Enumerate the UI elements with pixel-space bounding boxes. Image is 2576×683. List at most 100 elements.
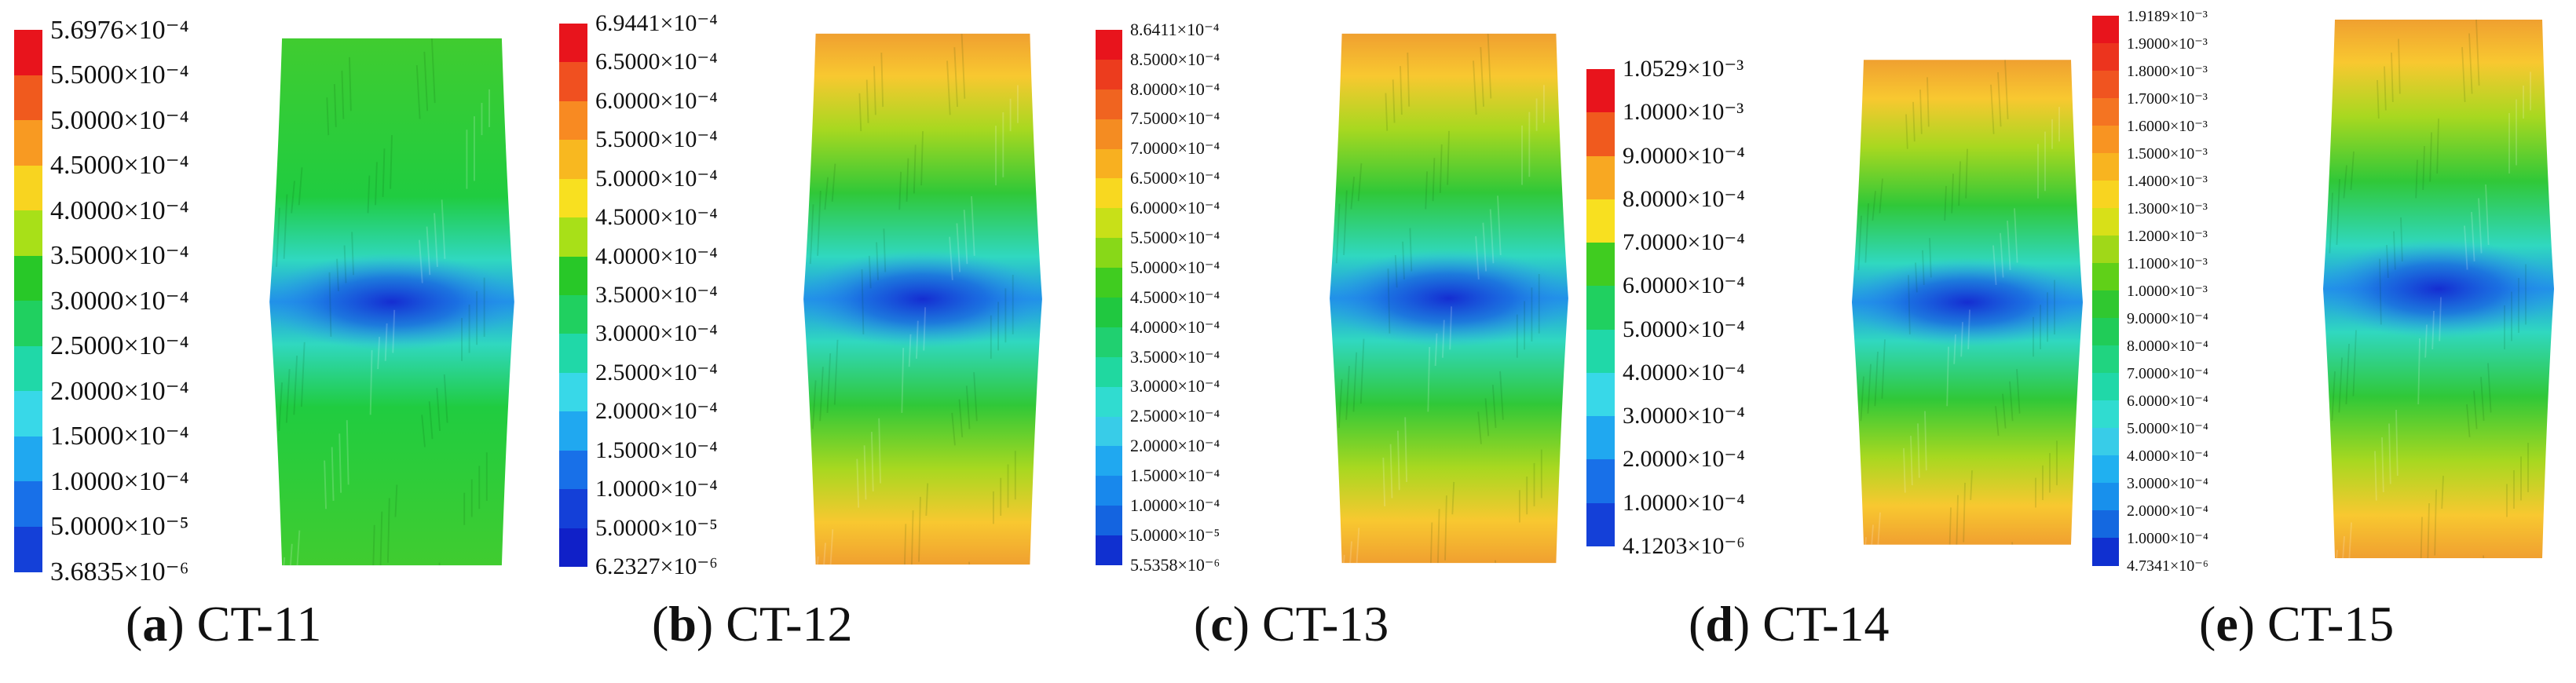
- legend-label: 6.5000×10⁻⁴: [1130, 168, 1220, 188]
- legend-label: 1.0000×10⁻⁴: [1623, 489, 1745, 516]
- panel-letter: a: [142, 596, 168, 652]
- panel-caption-ct-12: (b) CT-12: [652, 595, 852, 653]
- legend-swatch: [2092, 318, 2119, 346]
- legend-swatch: [1586, 155, 1615, 200]
- legend-label: 2.5000×10⁻⁴: [595, 359, 718, 385]
- legend-swatch: [1096, 148, 1122, 179]
- legend-swatch: [2092, 71, 2119, 99]
- legend-swatch: [559, 295, 587, 334]
- legend-swatch: [559, 334, 587, 374]
- legend-swatch: [1586, 69, 1615, 113]
- legend-label: 6.9441×10⁻⁴: [595, 10, 718, 36]
- legend-swatch: [2092, 538, 2119, 566]
- legend-swatch: [1096, 178, 1122, 209]
- legend-swatch: [2092, 373, 2119, 401]
- legend-label: 1.5000×10⁻⁴: [50, 422, 189, 451]
- legend-label: 1.9000×10⁻³: [2127, 35, 2208, 53]
- legend-label: 7.0000×10⁻⁴: [2127, 365, 2208, 382]
- legend-swatch: [1096, 506, 1122, 536]
- legend-label: 7.0000×10⁻⁴: [1623, 229, 1745, 256]
- legend-swatch: [2092, 208, 2119, 236]
- legend-swatch: [559, 62, 587, 102]
- legend-swatch: [559, 100, 587, 141]
- legend-swatch: [1096, 119, 1122, 150]
- legend-label: 6.0000×10⁻⁴: [2127, 393, 2208, 410]
- panel-name: CT-12: [726, 596, 853, 652]
- legend-swatch: [2092, 43, 2119, 71]
- legend-swatch: [559, 217, 587, 257]
- panel-letter: d: [1705, 596, 1733, 652]
- legend-swatch: [559, 489, 587, 529]
- panel-name: CT-14: [1762, 596, 1890, 652]
- legend-swatch: [559, 24, 587, 63]
- legend-label: 1.0000×10⁻⁴: [595, 476, 718, 502]
- legend-label: 4.0000×10⁻⁴: [2127, 447, 2208, 465]
- legend-label: 1.4000×10⁻³: [2127, 173, 2208, 190]
- legend-label: 3.0000×10⁻⁴: [595, 320, 718, 347]
- legend-label: 6.0000×10⁻⁴: [595, 87, 718, 114]
- caption-paren: ): [167, 596, 197, 652]
- legend-label: 4.0000×10⁻⁴: [595, 243, 718, 269]
- panel-letter: b: [668, 596, 697, 652]
- color-legend-ct-14: 1.0529×10⁻³ 1.0000×10⁻³ 9.0000×10⁻⁴ 8.0000×…: [1586, 56, 1842, 559]
- caption-paren: ): [2238, 596, 2268, 652]
- legend-label: 1.9189×10⁻³: [2127, 8, 2208, 25]
- legend-swatch: [2092, 483, 2119, 511]
- legend-label: 3.5000×10⁻⁴: [1130, 346, 1220, 367]
- legend-swatch: [1096, 386, 1122, 418]
- caption-paren: (: [2199, 596, 2216, 652]
- legend-swatch: [14, 526, 42, 572]
- legend-swatch: [559, 528, 587, 568]
- legend-label: 4.5000×10⁻⁴: [1130, 287, 1220, 307]
- legend-label: 5.0000×10⁻⁴: [1623, 316, 1745, 342]
- legend-swatch: [1096, 89, 1122, 120]
- legend-swatch: [1096, 30, 1122, 60]
- legend-label: 4.7341×10⁻⁶: [2127, 557, 2208, 575]
- legend-label: 3.0000×10⁻⁴: [1623, 403, 1745, 429]
- legend-swatch: [1096, 268, 1122, 298]
- legend-label: 5.0000×10⁻⁵: [595, 514, 718, 541]
- legend-swatch: [559, 450, 587, 490]
- legend-label: 5.5000×10⁻⁴: [50, 60, 189, 90]
- legend-label: 4.1203×10⁻⁶: [1623, 533, 1745, 559]
- legend-swatch: [1096, 476, 1122, 506]
- legend-label: 1.0529×10⁻³: [1623, 56, 1744, 82]
- legend-swatch: [2092, 345, 2119, 374]
- legend-swatch: [2092, 510, 2119, 539]
- contour-specimen-ct-15: [2321, 14, 2556, 564]
- legend-swatch: [14, 481, 42, 527]
- legend-swatch: [1096, 59, 1122, 90]
- legend-label: 5.0000×10⁻⁴: [50, 105, 189, 135]
- legend-label: 5.5358×10⁻⁶: [1130, 554, 1220, 575]
- contour-specimen-ct-11: [267, 33, 517, 571]
- legend-swatch: [14, 345, 42, 392]
- legend-swatch: [1096, 356, 1122, 388]
- legend-label: 4.0000×10⁻⁴: [1623, 359, 1745, 385]
- legend-swatch: [1096, 416, 1122, 447]
- panel-name: CT-11: [196, 596, 322, 652]
- legend-label: 6.5000×10⁻⁴: [595, 49, 718, 75]
- legend-label: 2.5000×10⁻⁴: [1130, 406, 1220, 426]
- color-legend-ct-12: 6.9441×10⁻⁴ 6.5000×10⁻⁴ 6.0000×10⁻⁴ 5.5000×…: [559, 10, 793, 579]
- legend-label: 8.5000×10⁻⁴: [1130, 49, 1220, 69]
- legend-swatch: [559, 140, 587, 180]
- legend-swatch: [14, 255, 42, 301]
- legend-label: 3.0000×10⁻⁴: [1130, 376, 1220, 396]
- legend-label: 5.0000×10⁻⁵: [1130, 524, 1220, 545]
- legend-swatch: [1096, 535, 1122, 566]
- legend-swatch: [1586, 502, 1615, 547]
- legend-swatch: [2092, 98, 2119, 126]
- legend-label: 5.0000×10⁻⁴: [595, 165, 718, 192]
- legend-label: 4.5000×10⁻⁴: [50, 151, 189, 181]
- legend-swatch: [1096, 327, 1122, 358]
- panel-caption-ct-14: (d) CT-14: [1689, 595, 1889, 653]
- contour-specimen-ct-12: [801, 28, 1045, 570]
- legend-swatch: [2092, 16, 2119, 44]
- legend-label: 2.0000×10⁻⁴: [595, 398, 718, 425]
- legend-label: 7.0000×10⁻⁴: [1130, 138, 1220, 159]
- legend-swatch: [1096, 298, 1122, 328]
- panel-letter: c: [1210, 596, 1233, 652]
- legend-label: 4.5000×10⁻⁴: [595, 204, 718, 231]
- legend-label: 8.0000×10⁻⁴: [1623, 185, 1745, 212]
- contour-specimen-ct-13: [1327, 28, 1571, 568]
